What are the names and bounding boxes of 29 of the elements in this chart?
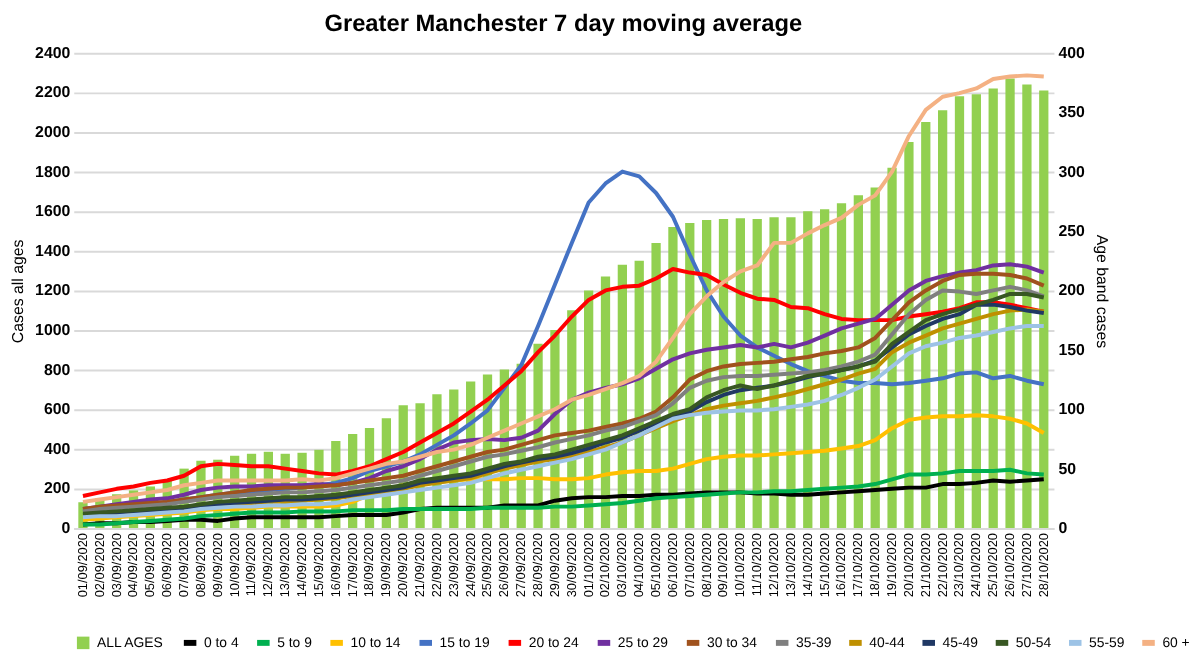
bar [1039, 90, 1049, 529]
y-tick-label: 400 [43, 439, 72, 458]
y2-tick-label: 100 [1058, 400, 1086, 419]
chart-title: Greater Manchester 7 day moving average [324, 9, 804, 37]
y2-tick-label: 50 [1058, 459, 1078, 478]
y2-tick-label: 300 [1058, 162, 1086, 181]
y-tick-label: 200 [43, 479, 72, 498]
y-tick-label: 800 [43, 360, 72, 379]
y-tick-label: 2200 [35, 83, 72, 102]
y2-tick-label: 200 [1058, 281, 1086, 300]
y-tick-label: 2400 [35, 43, 72, 62]
y-axis-title: Cases all ages [9, 239, 28, 344]
y2-tick-label: 150 [1058, 340, 1086, 359]
y-tick-label: 1400 [35, 241, 72, 260]
line-series [80, 73, 1046, 504]
y2-tick-label: 250 [1058, 221, 1086, 240]
y-tick-label: 600 [43, 400, 72, 419]
y-tick-label: 1600 [35, 202, 72, 221]
line-series [80, 467, 1046, 527]
line-series [80, 413, 1046, 522]
y-tick-label: 1200 [35, 281, 72, 300]
y-tick-label: 1800 [35, 162, 72, 181]
y-tick-label: 2000 [35, 122, 72, 141]
y2-tick-label: 400 [1058, 43, 1086, 62]
y-tick-label: 0 [61, 518, 72, 537]
y2-tick-label: 0 [1058, 518, 1069, 537]
y2-axis-title: Age band cases [1092, 234, 1111, 349]
y-tick-label: 1000 [35, 320, 72, 339]
y2-tick-label: 350 [1058, 103, 1086, 122]
